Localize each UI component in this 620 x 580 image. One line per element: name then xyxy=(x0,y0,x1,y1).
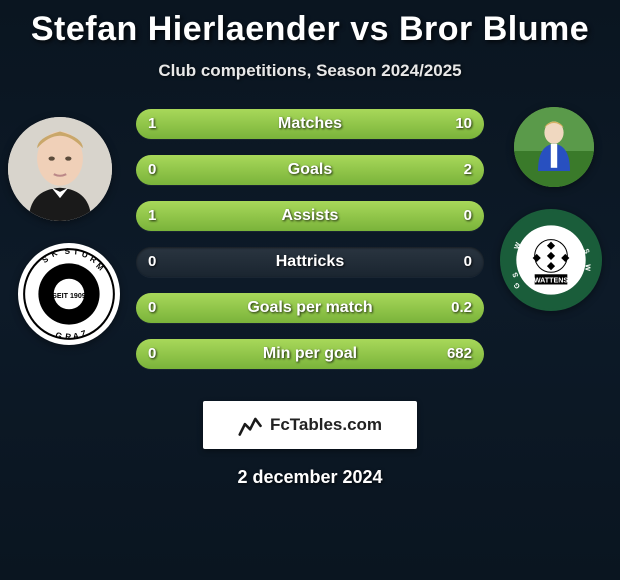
stat-row: 00Hattricks xyxy=(136,247,484,277)
player-right-club-badge: WATTENS W S G S W xyxy=(500,209,602,311)
stat-label: Assists xyxy=(136,201,484,231)
svg-text:SK STURM: SK STURM xyxy=(18,243,66,245)
svg-text:SEIT 1909: SEIT 1909 xyxy=(52,292,86,300)
date-text: 2 december 2024 xyxy=(0,467,620,488)
stat-label: Goals per match xyxy=(136,293,484,323)
player-left-avatar xyxy=(8,117,112,221)
stat-row: 00.2Goals per match xyxy=(136,293,484,323)
stat-row: 02Goals xyxy=(136,155,484,185)
chart-icon xyxy=(238,412,264,438)
svg-text:WATTENS: WATTENS xyxy=(534,276,569,284)
svg-text:W: W xyxy=(583,264,591,271)
stat-row: 110Matches xyxy=(136,109,484,139)
stat-label: Hattricks xyxy=(136,247,484,277)
fctables-logo: FcTables.com xyxy=(203,401,417,449)
stat-label: Matches xyxy=(136,109,484,139)
stats-bars: 110Matches 02Goals 10Assists 00Hattricks 00.… xyxy=(136,109,484,385)
logo-text: FcTables.com xyxy=(270,415,382,435)
comparison-panel: SEIT 1909 SK STURM S K S T U R M G R A Z xyxy=(0,109,620,389)
subtitle: Club competitions, Season 2024/2025 xyxy=(0,61,620,81)
stat-row: 10Assists xyxy=(136,201,484,231)
stat-row: 0682Min per goal xyxy=(136,339,484,369)
svg-text:A: A xyxy=(72,331,79,340)
svg-text:T: T xyxy=(73,247,79,256)
page-title: Stefan Hierlaender vs Bror Blume xyxy=(0,0,620,49)
stat-label: Min per goal xyxy=(136,339,484,369)
player-right-avatar xyxy=(514,107,594,187)
stat-label: Goals xyxy=(136,155,484,185)
player-left-club-badge: SEIT 1909 SK STURM S K S T U R M G R A Z xyxy=(18,243,120,345)
